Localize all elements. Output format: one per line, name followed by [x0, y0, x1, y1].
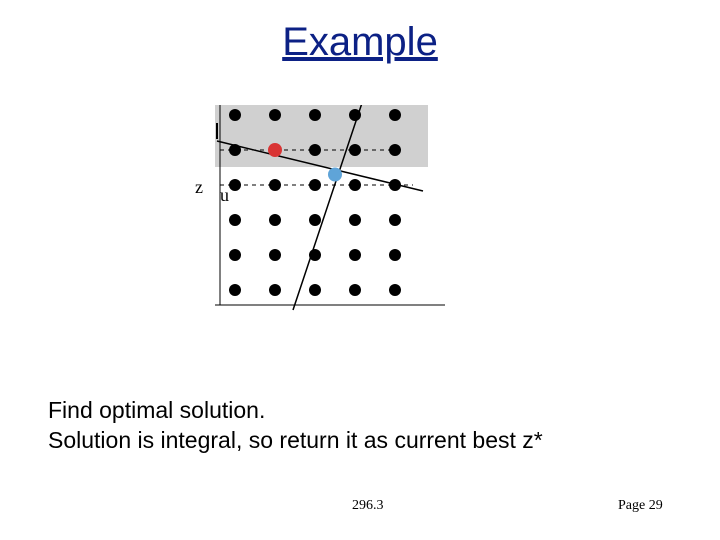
axis-label-u: u: [220, 185, 229, 205]
body-text: Find optimal solution. Solution is integ…: [48, 395, 543, 455]
axis-label-z: z: [195, 177, 203, 197]
slide-title: Example: [0, 20, 720, 65]
slide: Example zu Find optimal solution. Soluti…: [0, 0, 720, 540]
footer-course-number: 296.3: [352, 498, 384, 514]
lp-diagram: zu: [165, 105, 475, 320]
footer-page-number: Page 29: [618, 498, 663, 514]
